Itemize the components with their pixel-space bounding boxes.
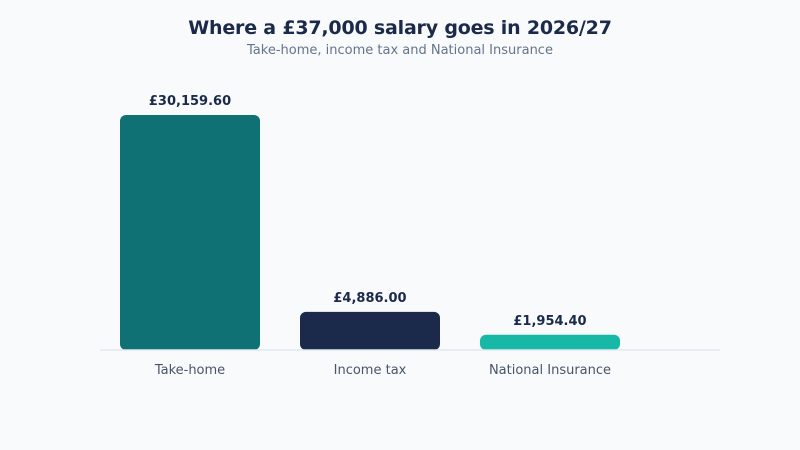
value-label-take-home: £30,159.60 (149, 94, 231, 109)
value-label-income-tax: £4,886.00 (333, 291, 406, 306)
labels-group: £30,159.60 Take-home £4,886.00 Income tax £1… (149, 94, 611, 378)
chart-title: Where a £37,000 salary goes in 2026/27 (188, 17, 612, 39)
category-label-take-home: Take-home (154, 363, 225, 378)
bars-group (120, 115, 620, 350)
bar-take-home (120, 115, 260, 350)
chart-subtitle: Take-home, income tax and National Insur… (247, 43, 553, 58)
bar-income-tax (300, 311, 440, 350)
value-label-national-insurance: £1,954.40 (513, 314, 586, 329)
category-label-income-tax: Income tax (334, 363, 407, 378)
category-label-national-insurance: National Insurance (489, 363, 611, 378)
bar-national-insurance (480, 334, 620, 350)
